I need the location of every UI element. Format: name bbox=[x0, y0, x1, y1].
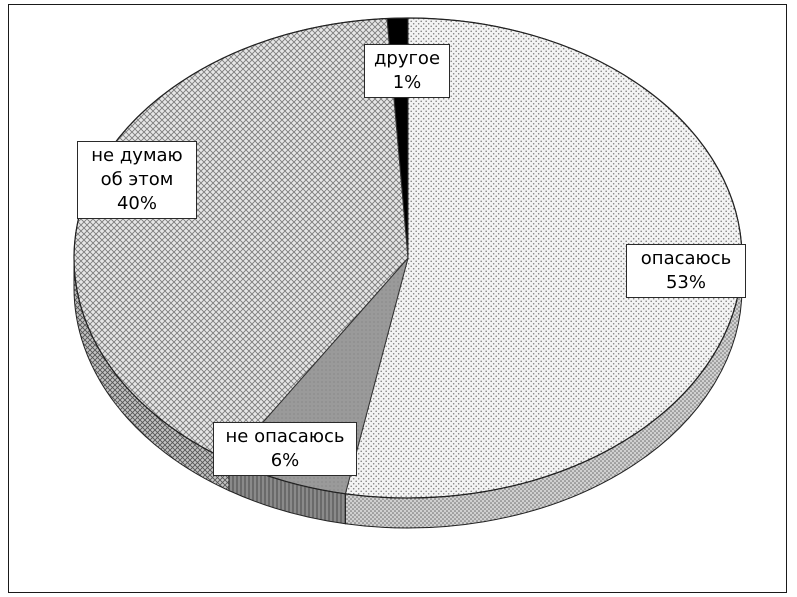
data-label-text: не опасаюсь bbox=[225, 426, 345, 447]
data-label-другое: другое 1% bbox=[364, 44, 450, 98]
data-label-опасаюсь: опасаюсь 53% bbox=[626, 244, 746, 298]
data-label-value: 1% bbox=[392, 72, 422, 93]
data-label-value: 40% bbox=[116, 193, 157, 214]
data-label-value: 53% bbox=[665, 272, 706, 293]
data-label-text: не думаю bbox=[91, 145, 183, 166]
data-label-не-опасаюсь: не опасаюсь 6% bbox=[213, 422, 357, 476]
data-label-text: об этом bbox=[100, 169, 174, 190]
data-label-не-думаю-об-этом: не думаю об этом 40% bbox=[77, 141, 197, 219]
data-label-text: опасаюсь bbox=[640, 248, 732, 269]
data-label-text: другое bbox=[373, 48, 441, 69]
data-label-value: 6% bbox=[270, 450, 300, 471]
